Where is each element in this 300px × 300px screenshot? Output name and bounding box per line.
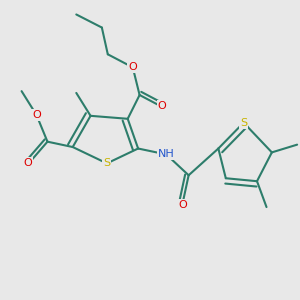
Text: S: S <box>240 118 247 128</box>
Text: NH: NH <box>158 149 175 160</box>
Text: O: O <box>178 200 187 210</box>
Text: O: O <box>32 110 41 120</box>
Text: O: O <box>128 62 137 72</box>
Text: S: S <box>103 158 110 168</box>
Text: O: O <box>158 101 166 111</box>
Text: O: O <box>24 158 32 168</box>
